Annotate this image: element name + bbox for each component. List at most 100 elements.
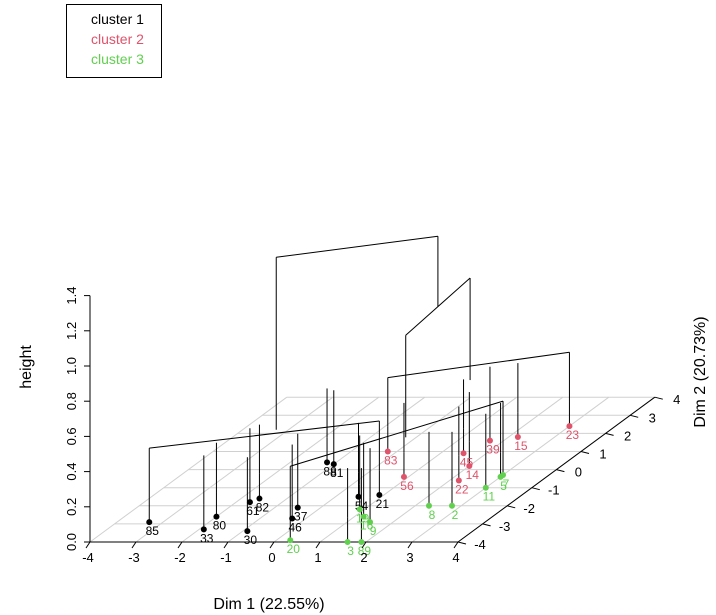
point-label: 5 bbox=[500, 479, 507, 493]
point-label: 80 bbox=[213, 519, 227, 533]
z-tick-label: 0.0 bbox=[64, 533, 79, 551]
x-tick-label: 3 bbox=[406, 550, 413, 565]
x-tick-label: -4 bbox=[82, 550, 94, 565]
x-tick-label: 1 bbox=[314, 550, 321, 565]
data-point bbox=[376, 491, 383, 498]
y-axis-label: Dim 2 (20.73%) bbox=[692, 316, 709, 427]
y-tick-mark bbox=[482, 523, 491, 527]
x-tick-mark bbox=[407, 541, 413, 549]
y-tick-mark bbox=[531, 487, 540, 491]
point-label: 89 bbox=[358, 544, 372, 558]
dendrogram-merge bbox=[387, 351, 570, 379]
x-tick-mark bbox=[315, 541, 321, 549]
data-point bbox=[455, 477, 462, 484]
x-tick-mark bbox=[453, 541, 459, 549]
x-tick-mark bbox=[131, 541, 137, 549]
y-tick-mark bbox=[556, 469, 565, 473]
point-label: 7 bbox=[503, 477, 510, 491]
data-point bbox=[324, 459, 331, 466]
point-label: 39 bbox=[486, 443, 500, 457]
point-label: 85 bbox=[146, 524, 160, 538]
x-tick-label: -1 bbox=[220, 550, 232, 565]
data-point bbox=[426, 502, 432, 509]
data-point bbox=[256, 495, 263, 502]
y-tick-label: -1 bbox=[548, 483, 560, 498]
data-point bbox=[466, 462, 473, 469]
x-tick-label: 2 bbox=[360, 550, 367, 565]
data-point bbox=[486, 437, 493, 444]
y-tick-mark bbox=[457, 541, 467, 545]
data-point bbox=[566, 423, 573, 430]
data-point bbox=[514, 434, 521, 441]
point-label: 15 bbox=[514, 439, 528, 453]
plot-box bbox=[89, 295, 656, 543]
point-label: 14 bbox=[466, 468, 480, 482]
point-label: 2 bbox=[452, 508, 459, 522]
point-label: 23 bbox=[566, 428, 580, 442]
point-label: 9 bbox=[370, 524, 377, 538]
data-point bbox=[213, 513, 220, 520]
legend-item-cluster-2: cluster 2 bbox=[91, 31, 144, 47]
y-tick-mark bbox=[580, 451, 590, 454]
data-point bbox=[367, 519, 374, 526]
point-label: 81 bbox=[330, 466, 344, 480]
data-point bbox=[330, 461, 337, 468]
point-label: 56 bbox=[400, 479, 414, 493]
x-tick-mark bbox=[269, 541, 275, 549]
x-tick-label: -3 bbox=[128, 550, 140, 565]
data-point bbox=[500, 472, 507, 479]
x-tick-mark bbox=[85, 541, 91, 549]
data-point bbox=[287, 537, 294, 544]
data-point bbox=[449, 502, 455, 509]
point-label: 83 bbox=[384, 454, 398, 468]
z-tick-label: 0.4 bbox=[64, 463, 79, 481]
y-tick-mark bbox=[630, 414, 639, 418]
data-point bbox=[246, 499, 253, 506]
point-label: 3 bbox=[347, 544, 354, 558]
legend-item-cluster-3: cluster 3 bbox=[91, 51, 144, 67]
data-point bbox=[355, 493, 362, 500]
data-point bbox=[146, 519, 153, 526]
x-tick-mark bbox=[361, 541, 367, 549]
data-point bbox=[482, 484, 489, 491]
x-tick-mark bbox=[177, 541, 183, 549]
y-tick-label: 0 bbox=[575, 465, 582, 480]
z-tick-label: 1.4 bbox=[64, 287, 79, 305]
point-label: 61 bbox=[246, 504, 260, 518]
point-label: 46 bbox=[289, 520, 303, 534]
legend-item-cluster-1: cluster 1 bbox=[91, 11, 144, 27]
point-label: 11 bbox=[483, 490, 496, 504]
point-label: 8 bbox=[429, 508, 436, 522]
data-point bbox=[400, 473, 407, 480]
x-tick-label: 4 bbox=[452, 550, 459, 565]
legend: cluster 1 cluster 2 cluster 3 bbox=[66, 4, 162, 78]
point-label: 30 bbox=[244, 533, 258, 547]
point-label: 37 bbox=[294, 510, 308, 524]
point-label: 88 bbox=[323, 464, 337, 478]
y-tick-label: 4 bbox=[673, 392, 680, 407]
point-label: 22 bbox=[455, 482, 469, 496]
data-point bbox=[200, 526, 207, 533]
data-point bbox=[344, 539, 351, 545]
data-point bbox=[289, 515, 296, 522]
point-label: 20 bbox=[287, 542, 301, 556]
data-point bbox=[244, 528, 251, 535]
x-axis-label: Dim 1 (22.55%) bbox=[213, 596, 324, 613]
data-point bbox=[294, 504, 301, 511]
dendrogram-root-merge bbox=[276, 235, 438, 258]
y-tick-mark bbox=[605, 432, 614, 436]
data-point bbox=[460, 450, 467, 457]
dendrogram-merge bbox=[290, 400, 504, 467]
y-tick-label: -3 bbox=[499, 519, 511, 534]
point-label: 82 bbox=[256, 501, 270, 515]
y-tick-mark bbox=[654, 396, 663, 400]
data-point bbox=[360, 513, 367, 520]
point-label: 33 bbox=[200, 531, 214, 545]
z-tick-label: 0.6 bbox=[64, 427, 79, 445]
y-tick-label: 3 bbox=[649, 410, 656, 425]
x-tick-label: -2 bbox=[174, 550, 186, 565]
data-point bbox=[358, 539, 365, 545]
z-axis-label: height bbox=[18, 345, 35, 389]
